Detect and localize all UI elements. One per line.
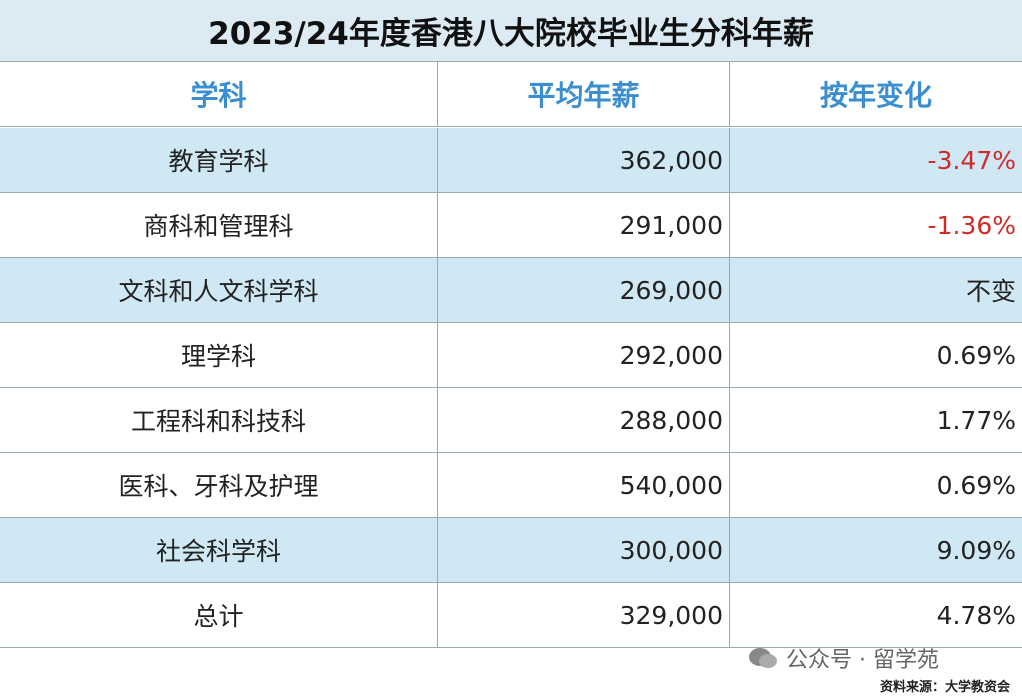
header-cell: 按年变化 xyxy=(819,79,932,112)
table-cell: 理学科 xyxy=(0,323,438,387)
table-row: 商科和管理科 291,000 -1.36% xyxy=(0,193,1022,258)
watermark-text: 公众号 · 留学苑 xyxy=(786,648,939,673)
table-cell: 4.78% xyxy=(936,600,1016,630)
table-cell: 医科、牙科及护理 xyxy=(0,453,438,517)
table-cell: 329,000 xyxy=(438,583,730,647)
table-cell: 300,000 xyxy=(438,518,730,582)
table-row: 总计 329,000 4.78% xyxy=(0,583,1022,648)
table-cell: 商科和管理科 xyxy=(0,193,438,257)
table-row: 社会科学科 300,000 9.09% xyxy=(0,518,1022,583)
table-cell: 362,000 xyxy=(438,128,730,192)
table-cell: 总计 xyxy=(0,583,438,647)
table-cell: 社会科学科 xyxy=(0,518,438,582)
table-cell: 0.69% xyxy=(936,470,1016,500)
table-row: 文科和人文科学科 269,000 不变 xyxy=(0,258,1022,323)
header-row: 学科 平均年薪 按年变化 xyxy=(0,62,1022,127)
table-title: 2023/24年度香港八大院校毕业生分科年薪 xyxy=(0,0,1022,62)
table-cell: 文科和人文科学科 xyxy=(0,258,438,322)
wechat-icon xyxy=(749,648,777,668)
table-cell: 292,000 xyxy=(438,323,730,387)
table-row: 医科、牙科及护理 540,000 0.69% xyxy=(0,453,1022,518)
table-cell: 288,000 xyxy=(438,388,730,452)
table-cell: 540,000 xyxy=(438,453,730,517)
table-cell: 269,000 xyxy=(438,258,730,322)
table-row: 教育学科 362,000 -3.47% xyxy=(0,128,1022,193)
watermark: 公众号 · 留学苑 xyxy=(748,642,939,674)
table-row: 理学科 292,000 0.69% xyxy=(0,323,1022,388)
table-cell: -3.47% xyxy=(927,145,1016,175)
source-note: 资料来源：大学教资会 xyxy=(879,680,1010,695)
table-cell: 工程科和科技科 xyxy=(0,388,438,452)
table-cell: 9.09% xyxy=(936,535,1016,565)
header-cell: 学科 xyxy=(0,62,438,126)
table-cell: -1.36% xyxy=(927,210,1016,240)
table-cell: 291,000 xyxy=(438,193,730,257)
table-cell: 0.69% xyxy=(936,340,1016,370)
table-cell: 不变 xyxy=(965,277,1016,306)
header-cell: 平均年薪 xyxy=(438,62,730,126)
table-cell: 1.77% xyxy=(936,405,1016,435)
table-row: 工程科和科技科 288,000 1.77% xyxy=(0,388,1022,453)
table-cell: 教育学科 xyxy=(0,128,438,192)
